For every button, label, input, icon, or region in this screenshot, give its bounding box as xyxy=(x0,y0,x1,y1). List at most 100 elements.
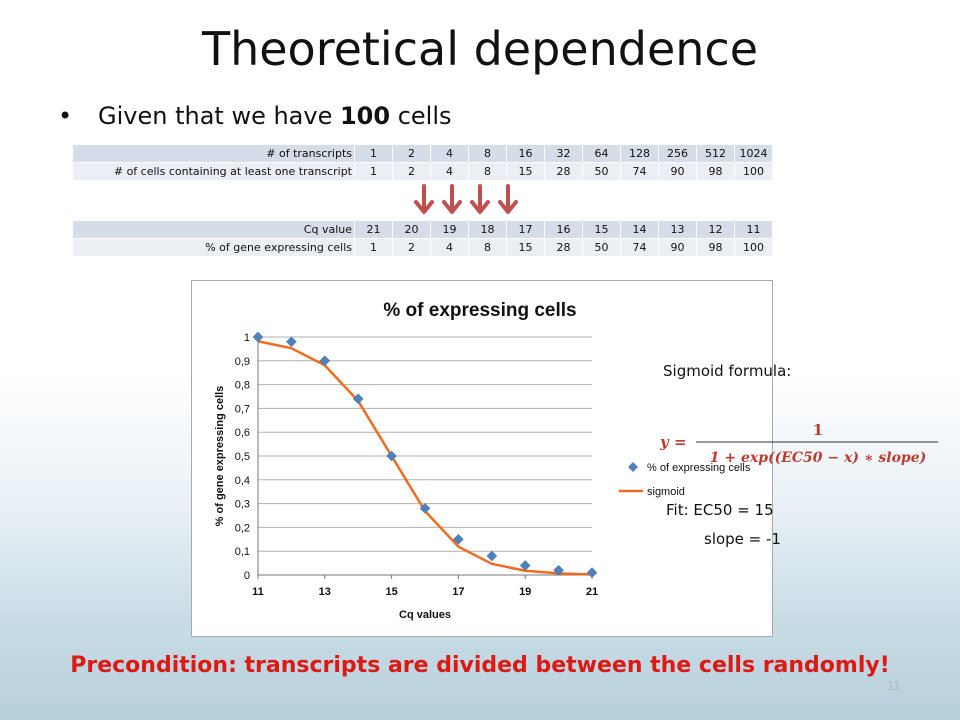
table-cell: 50 xyxy=(582,162,621,181)
data-point xyxy=(519,560,531,571)
table-cell: 28 xyxy=(544,238,583,257)
table-cell: 98 xyxy=(696,162,735,181)
x-tick-label: 17 xyxy=(452,586,464,598)
table-cell: 4 xyxy=(430,238,469,257)
table-cell: 1 xyxy=(354,144,393,163)
legend-marker-scatter xyxy=(628,462,638,472)
fit-slope: slope = -1 xyxy=(704,530,781,548)
table-cell: 13 xyxy=(658,220,697,239)
table-cell: 50 xyxy=(582,238,621,257)
slide-title: Theoretical dependence xyxy=(202,22,758,76)
bullet-prefix: Given that we have xyxy=(98,102,340,130)
y-tick-label: 0,5 xyxy=(235,451,250,463)
bullet-text: • Given that we have 100 cells xyxy=(58,102,452,130)
table-cell: 18 xyxy=(468,220,507,239)
y-tick-label: 0,7 xyxy=(235,403,250,415)
table-cell: 90 xyxy=(658,238,697,257)
x-tick-label: 19 xyxy=(519,586,531,598)
table-cell: 128 xyxy=(620,144,659,163)
down-arrow-icon xyxy=(470,184,490,214)
table-cell: 98 xyxy=(696,238,735,257)
table-cell: 8 xyxy=(468,238,507,257)
x-tick-label: 13 xyxy=(319,586,331,598)
table-cell: 256 xyxy=(658,144,697,163)
sigmoid-chart: % of expressing cells 0 0,1 0,2 0,3 0,4 0,5 0,6… xyxy=(214,300,751,621)
fit-ec50: Fit: EC50 = 15 xyxy=(666,501,774,519)
table-cell: 90 xyxy=(658,162,697,181)
table-cell: 1 xyxy=(354,238,393,257)
table-cell: 8 xyxy=(468,162,507,181)
table-row: Cq value 21 20 19 18 17 16 15 14 13 12 11 xyxy=(72,220,773,239)
y-tick-label: 0,8 xyxy=(235,380,250,392)
chart-title: % of expressing cells xyxy=(383,300,576,321)
table-cell: 19 xyxy=(430,220,469,239)
data-point xyxy=(453,533,464,545)
x-tick-label: 15 xyxy=(385,586,397,598)
table-cell: 16 xyxy=(544,220,583,239)
page-number: 11 xyxy=(887,678,901,693)
table-cell: 32 xyxy=(544,144,583,163)
table-cell: 15 xyxy=(506,238,545,257)
sigmoid-heading: Sigmoid formula: xyxy=(663,362,792,380)
down-arrows xyxy=(414,184,518,214)
data-point xyxy=(419,503,431,514)
data-point xyxy=(286,336,297,348)
row-label: Cq value xyxy=(72,220,355,239)
data-point xyxy=(553,564,564,576)
table-cell: 4 xyxy=(430,144,469,163)
formula-denominator: 1 + exp((EC50 − x) ∗ slope) xyxy=(710,450,927,466)
transcripts-table: # of transcripts 1 2 4 8 16 32 64 128 256 512 1024 #… xyxy=(72,144,773,181)
table-row: # of transcripts 1 2 4 8 16 32 64 128 256 512 1024 xyxy=(72,144,773,163)
sigmoid-line xyxy=(257,340,593,576)
table-cell: 2 xyxy=(392,238,431,257)
row-label: % of gene expressing cells xyxy=(72,238,355,257)
y-axis-label: % of gene expressing cells xyxy=(214,386,226,527)
precondition-text: Precondition: transcripts are divided be… xyxy=(70,653,890,678)
y-tick-label: 1 xyxy=(244,332,250,344)
chart-frame: % of expressing cells 0 0,1 0,2 0,3 0,4 0,5 0,6… xyxy=(191,280,773,637)
table-cell: 21 xyxy=(354,220,393,239)
table-cell: 1024 xyxy=(734,144,773,163)
table-cell: 1 xyxy=(354,162,393,181)
data-point xyxy=(252,331,264,343)
y-tick-label: 0,3 xyxy=(235,499,250,511)
x-axis-label: Cq values xyxy=(399,609,451,621)
table-cell: 512 xyxy=(696,144,735,163)
table-cell: 28 xyxy=(544,162,583,181)
y-tick-label: 0,2 xyxy=(235,522,250,534)
y-tick-label: 0,4 xyxy=(235,475,250,487)
bullet-dot: • xyxy=(58,102,73,130)
table-cell: 74 xyxy=(620,238,659,257)
down-arrow-icon xyxy=(442,184,462,214)
table-cell: 14 xyxy=(620,220,659,239)
table-cell: 20 xyxy=(392,220,431,239)
table-cell: 2 xyxy=(392,144,431,163)
bullet-suffix: cells xyxy=(390,102,452,130)
data-point xyxy=(586,567,598,578)
y-tick-label: 0,6 xyxy=(235,427,250,439)
table-cell: 17 xyxy=(506,220,545,239)
row-label: # of transcripts xyxy=(72,144,355,163)
down-arrow-icon xyxy=(498,184,518,214)
data-point xyxy=(486,550,498,562)
x-tick-label: 11 xyxy=(252,586,264,598)
table-cell: 15 xyxy=(506,162,545,181)
table-cell: 8 xyxy=(468,144,507,163)
sigmoid-formula: y = 1 1 + exp((EC50 − x) ∗ slope) xyxy=(660,421,938,466)
table-cell: 11 xyxy=(734,220,773,239)
table-cell: 100 xyxy=(734,238,773,257)
y-tick-label: 0 xyxy=(244,570,250,582)
row-label: # of cells containing at least one trans… xyxy=(72,162,355,181)
data-point xyxy=(352,393,364,405)
table-cell: 16 xyxy=(506,144,545,163)
cq-table: Cq value 21 20 19 18 17 16 15 14 13 12 11% of gene … xyxy=(72,220,773,257)
down-arrow-icon xyxy=(414,184,434,214)
table-cell: 64 xyxy=(582,144,621,163)
data-point xyxy=(319,355,331,367)
y-tick-label: 0,9 xyxy=(235,356,250,368)
table-cell: 15 xyxy=(582,220,621,239)
formula-lhs: y = xyxy=(660,433,687,451)
table-cell: 74 xyxy=(620,162,659,181)
table-row: # of cells containing at least one trans… xyxy=(72,162,773,181)
y-tick-label: 0,1 xyxy=(235,546,250,558)
